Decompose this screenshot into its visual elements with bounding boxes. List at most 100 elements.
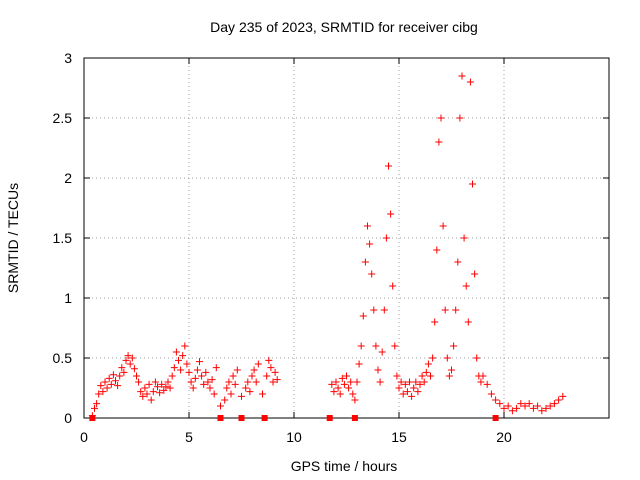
data-point [233, 366, 241, 374]
data-point [263, 372, 271, 380]
data-point [217, 402, 224, 410]
data-point [328, 380, 336, 388]
data-point [542, 404, 550, 412]
data-point [105, 374, 113, 382]
data-point [473, 354, 481, 362]
y-tick-label: 1 [64, 290, 72, 306]
data-point [97, 382, 105, 390]
data-point [330, 388, 338, 396]
data-point [189, 384, 197, 392]
data-point [175, 356, 182, 364]
data-point [412, 378, 420, 386]
data-point [231, 380, 239, 388]
data-point [114, 382, 122, 390]
data-point [252, 378, 260, 386]
chart-title: Day 235 of 2023, SRMTID for receiver cib… [210, 19, 478, 35]
data-gap-marker [261, 415, 268, 421]
data-point [513, 404, 521, 412]
data-point [389, 282, 397, 290]
data-point [238, 392, 245, 400]
data-point [179, 352, 187, 360]
data-point [204, 378, 212, 386]
x-tick-label: 15 [391, 429, 407, 445]
data-point [116, 372, 124, 380]
data-point [93, 400, 101, 408]
data-point [334, 384, 342, 392]
data-gap-marker [492, 415, 499, 421]
data-point [464, 318, 472, 326]
data-point [462, 282, 470, 290]
data-point [385, 162, 392, 170]
data-point [124, 352, 132, 360]
data-point [517, 400, 525, 408]
data-point [387, 210, 395, 218]
data-point [450, 342, 458, 350]
data-point [250, 366, 258, 374]
data-point [164, 378, 172, 386]
data-point [130, 365, 138, 373]
data-point [229, 372, 237, 380]
data-point [149, 388, 157, 396]
data-point [529, 404, 537, 412]
data-point [221, 396, 229, 404]
data-point [200, 380, 208, 388]
data-point [202, 368, 210, 376]
data-point [460, 234, 468, 242]
data-point [357, 342, 365, 350]
data-point [355, 360, 363, 368]
data-point [133, 372, 140, 380]
data-point [271, 368, 279, 376]
data-point [118, 364, 126, 372]
x-tick-label: 5 [185, 429, 193, 445]
data-point [424, 360, 432, 368]
data-point [265, 356, 273, 364]
data-point [366, 240, 374, 248]
data-point [135, 378, 143, 386]
data-point [154, 383, 161, 391]
data-gap-marker [238, 415, 245, 421]
x-tick-label: 10 [286, 429, 302, 445]
data-point [336, 390, 344, 398]
data-point [151, 378, 159, 386]
data-point [408, 392, 416, 400]
data-point [550, 400, 558, 408]
data-points [88, 72, 567, 420]
data-point [147, 396, 155, 404]
data-point [198, 372, 206, 380]
data-point [521, 402, 529, 410]
y-axis-label: SRMTID / TECUs [5, 183, 21, 293]
data-point [122, 356, 130, 364]
data-point [429, 354, 437, 362]
data-point [525, 400, 533, 408]
data-point [101, 378, 109, 386]
data-point [456, 114, 464, 122]
data-point [364, 222, 371, 230]
data-point [471, 270, 479, 278]
data-point [160, 386, 168, 394]
data-point [269, 378, 277, 386]
data-point [443, 354, 451, 362]
plot-frame [83, 57, 610, 419]
data-point [340, 380, 348, 388]
data-point [172, 348, 180, 356]
data-gap-marker [89, 415, 96, 421]
data-point [181, 342, 189, 350]
data-point [399, 390, 407, 398]
data-point [162, 383, 170, 391]
data-point [338, 374, 346, 382]
data-point [166, 384, 174, 392]
data-point [508, 407, 516, 415]
data-point [242, 384, 250, 392]
data-point [410, 384, 418, 392]
data-point [143, 390, 151, 398]
data-point [351, 396, 359, 404]
data-point [208, 376, 216, 384]
data-point [437, 114, 445, 122]
data-point [466, 78, 474, 86]
data-point [378, 348, 386, 356]
data-point [128, 354, 136, 362]
data-point [227, 390, 235, 398]
data-point [109, 371, 117, 379]
y-tick-label: 0 [64, 410, 72, 426]
data-point [479, 372, 487, 380]
